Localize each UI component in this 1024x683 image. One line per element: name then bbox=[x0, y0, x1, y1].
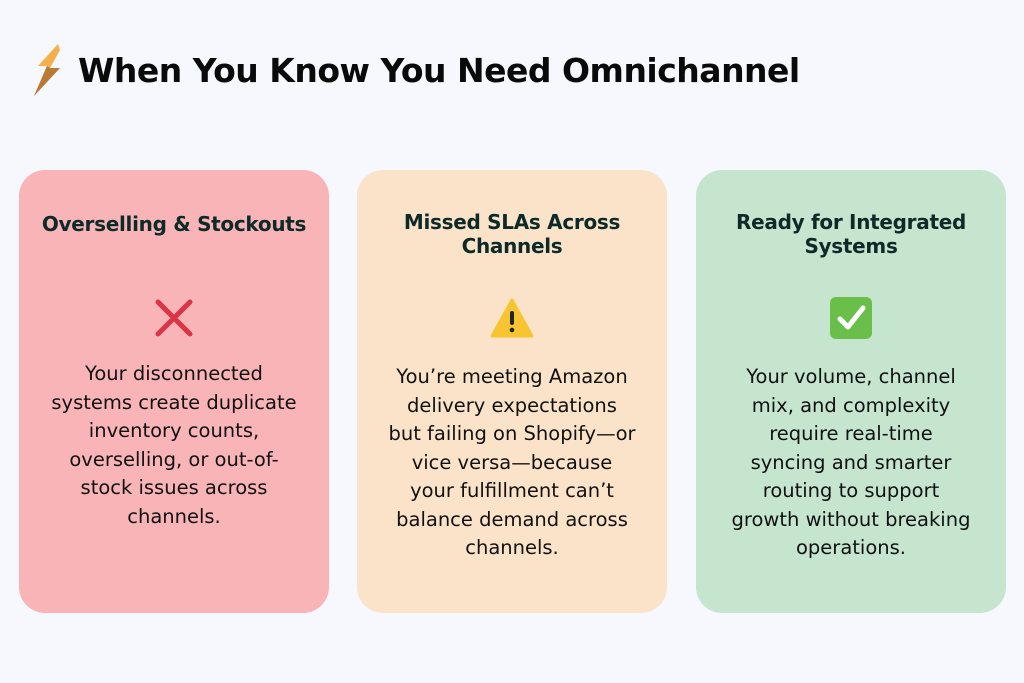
card-title: Missed SLAs Across Channels bbox=[403, 210, 621, 258]
card-title: Ready for Integrated Systems bbox=[736, 210, 966, 258]
card-integrated-systems: Ready for Integrated Systems Your volume… bbox=[696, 170, 1006, 613]
body-line: growth without breaking bbox=[731, 507, 971, 531]
body-line: Your volume, channel bbox=[746, 365, 956, 388]
body-line: routing to support bbox=[762, 479, 940, 502]
card-overselling: Overselling & Stockouts Your disconnecte… bbox=[19, 170, 329, 613]
body-line: balance demand across bbox=[396, 507, 628, 531]
body-line: mix, and complexity bbox=[751, 393, 951, 417]
body-line: operations. bbox=[796, 536, 906, 559]
body-line: channels. bbox=[465, 536, 559, 559]
warning-icon bbox=[490, 298, 534, 338]
page-title: When You Know You Need Omnichannel bbox=[30, 44, 800, 96]
lightning-bolt-icon bbox=[34, 44, 60, 96]
page-title-text: When You Know You Need Omnichannel bbox=[78, 50, 800, 90]
green-check-icon bbox=[830, 297, 872, 339]
body-line: your fulfillment can’t bbox=[410, 479, 614, 502]
body-line: inventory counts, bbox=[88, 419, 260, 442]
body-line: channels. bbox=[127, 504, 221, 528]
red-x-icon bbox=[155, 299, 193, 337]
card-body: You’re meeting Amazon delivery expectati… bbox=[365, 363, 659, 563]
body-line: vice versa—because bbox=[411, 450, 613, 474]
body-line: but failing on Shopify—or bbox=[388, 422, 636, 445]
body-line: require real-time bbox=[769, 422, 933, 445]
body-line: You’re meeting Amazon bbox=[396, 365, 628, 388]
body-line: overselling, or out-of- bbox=[69, 447, 279, 471]
body-line: syncing and smarter bbox=[750, 450, 952, 474]
card-title: Overselling & Stockouts bbox=[41, 212, 307, 236]
body-line: Your disconnected bbox=[85, 362, 263, 385]
card-missed-slas: Missed SLAs Across Channels You’re meeti… bbox=[357, 170, 667, 613]
body-line: systems create duplicate bbox=[51, 390, 297, 414]
card-body: Your disconnected systems create duplica… bbox=[27, 360, 321, 531]
body-line: stock issues across bbox=[80, 476, 268, 499]
body-line: delivery expectations bbox=[407, 393, 617, 417]
card-body: Your volume, channel mix, and complexity… bbox=[704, 363, 998, 563]
